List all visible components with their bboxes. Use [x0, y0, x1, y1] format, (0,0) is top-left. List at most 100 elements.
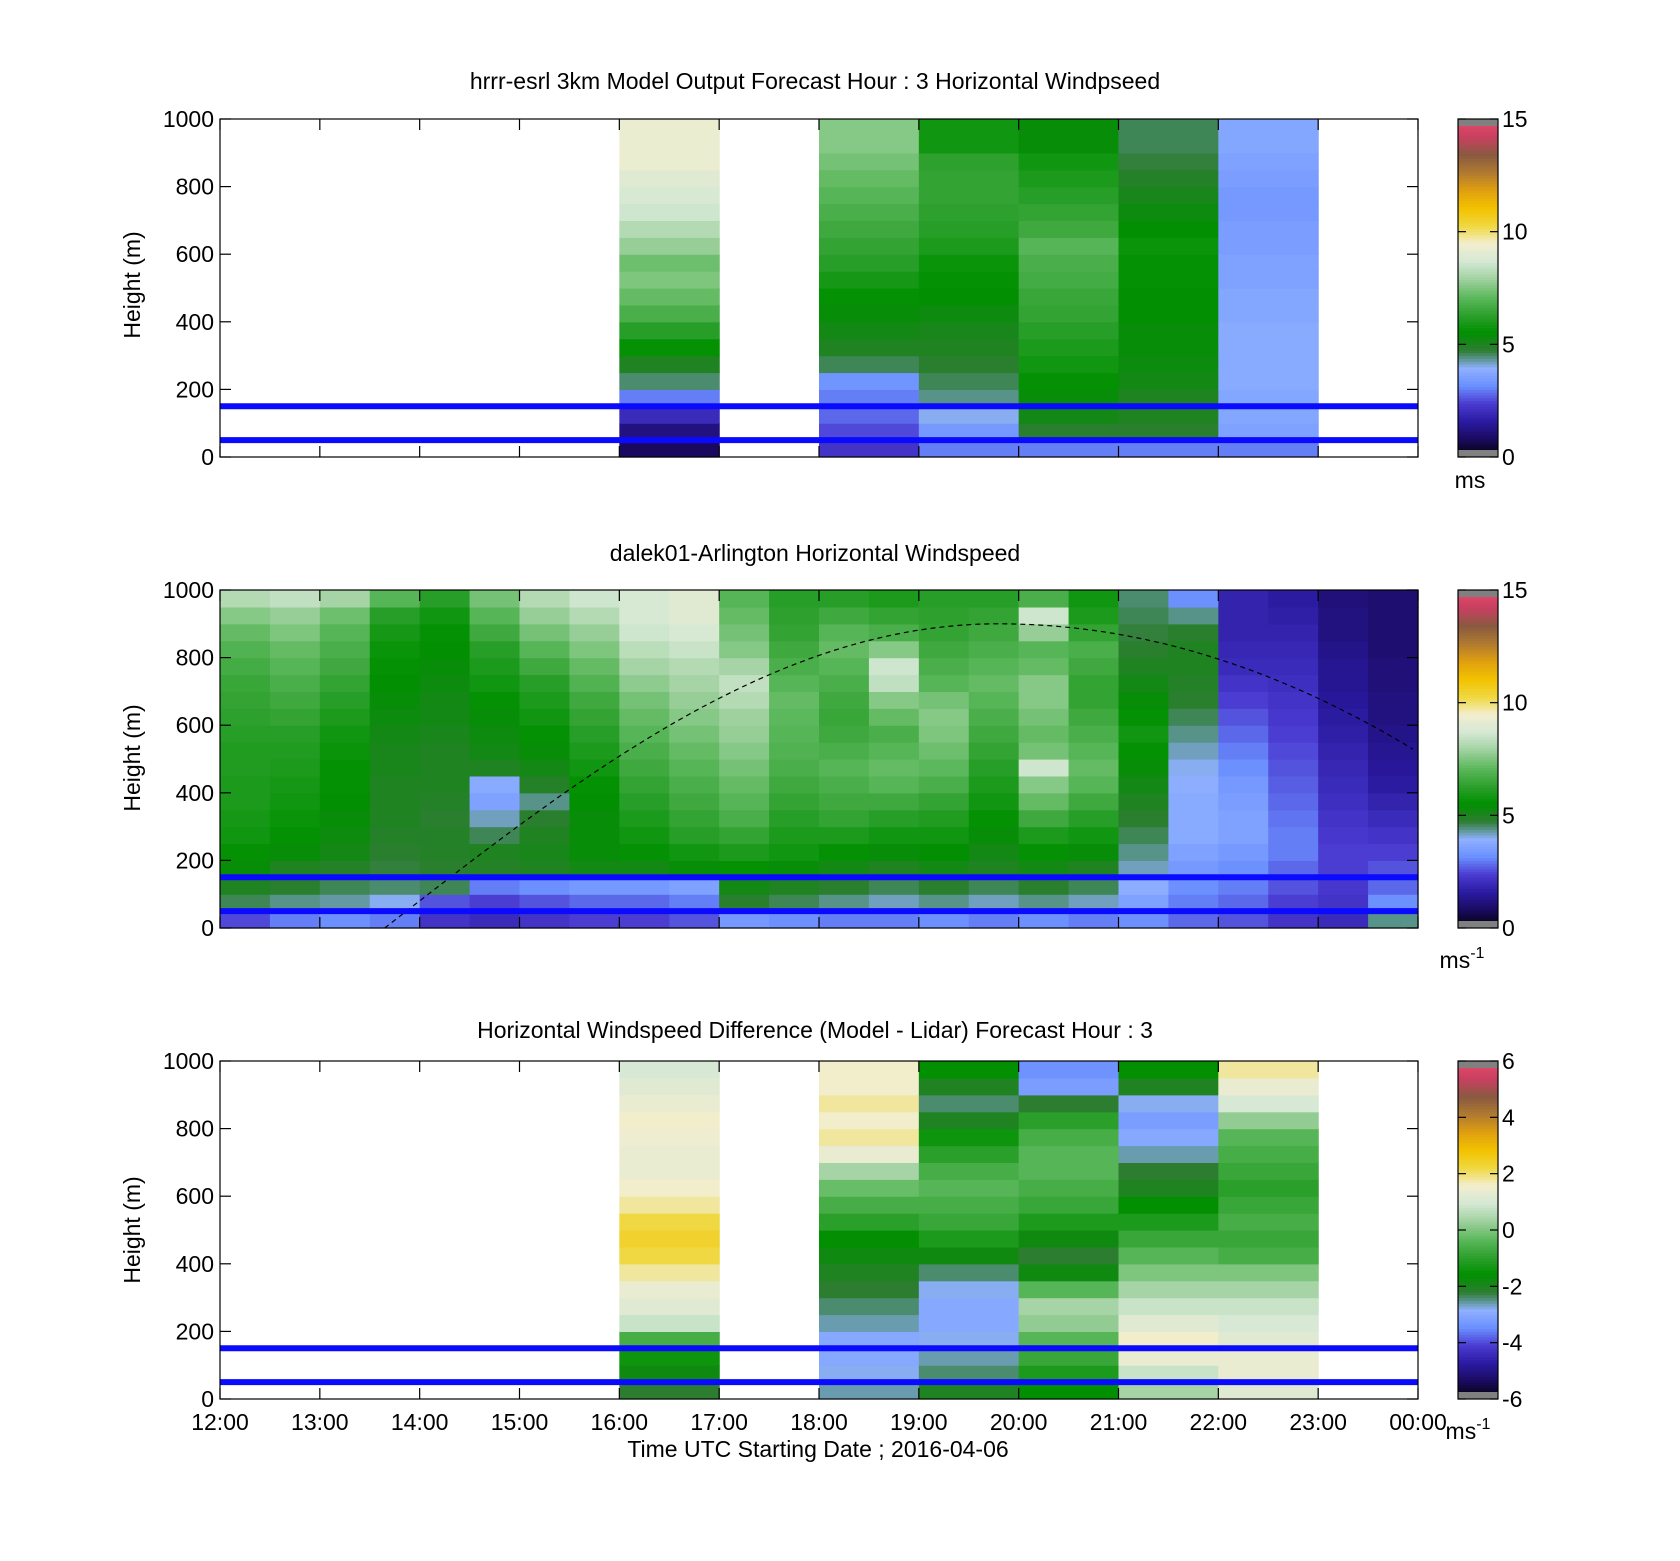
heatmap-cell — [819, 1111, 920, 1130]
heatmap-cell — [918, 1382, 1020, 1400]
colorbar-segment — [1458, 615, 1498, 619]
heatmap-cell — [1118, 220, 1219, 238]
heatmap-cell — [968, 742, 1020, 760]
heatmap-cell — [1218, 1263, 1319, 1282]
colorbar-segment — [1458, 632, 1498, 636]
heatmap-cell — [220, 826, 271, 845]
heatmap-cell — [1368, 877, 1419, 895]
colorbar-segment — [1458, 1286, 1498, 1290]
heatmap-cell — [469, 843, 521, 861]
heatmap-cell — [1218, 304, 1319, 323]
heatmap-cell — [918, 1246, 1020, 1265]
colorbar-segment — [1458, 211, 1498, 216]
heatmap-cell — [1368, 894, 1419, 912]
y-tick-label: 1000 — [163, 106, 214, 132]
heatmap-cell — [1268, 725, 1319, 743]
heatmap-cell — [819, 304, 920, 323]
heatmap-cell — [819, 843, 870, 861]
heatmap-cell — [1268, 759, 1319, 777]
heatmap-cell — [269, 691, 321, 709]
heatmap-cell — [1018, 640, 1070, 659]
colorbar-segment — [1458, 837, 1498, 842]
colorbar-segment — [1458, 894, 1498, 898]
heatmap-cell — [1168, 623, 1219, 642]
colorbar-tick-label: 5 — [1502, 331, 1515, 357]
heatmap-cell — [569, 877, 620, 895]
heatmap-cell — [519, 742, 571, 760]
heatmap-cell — [968, 725, 1020, 743]
heatmap-cell — [619, 1162, 720, 1180]
colorbar-segment — [1458, 237, 1498, 241]
colorbar-segment — [1458, 1069, 1498, 1073]
y-tick-label: 1000 — [163, 577, 214, 603]
colorbar-segment — [1458, 358, 1498, 362]
heatmap-cell — [469, 606, 521, 625]
heatmap-cell — [868, 775, 920, 794]
heatmap-cell — [918, 1094, 1020, 1113]
heatmap-cell — [1118, 135, 1219, 154]
heatmap-cell — [1018, 725, 1070, 743]
heatmap-cell — [918, 321, 1020, 340]
heatmap-cell — [1168, 725, 1219, 743]
heatmap-cell — [1068, 606, 1120, 625]
colorbar-segment — [1458, 882, 1498, 887]
heatmap-cell — [1118, 271, 1219, 289]
heatmap-cell — [319, 657, 371, 676]
heatmap-cell — [1368, 725, 1419, 743]
colorbar-segment — [1458, 313, 1498, 317]
colorbar-segment — [1458, 161, 1498, 165]
heatmap-cell — [1068, 674, 1120, 692]
heatmap-cell — [868, 809, 920, 828]
panel-lidar-title: dalek01-Arlington Horizontal Windspeed — [610, 540, 1020, 566]
heatmap-cell — [819, 1128, 920, 1147]
heatmap-cell — [1268, 877, 1319, 895]
heatmap-cell — [419, 809, 471, 828]
heatmap-cell — [918, 1297, 1020, 1316]
colorbar-segment — [1458, 1145, 1498, 1149]
heatmap-cell — [1118, 1230, 1219, 1248]
y-tick-label: 1000 — [163, 1048, 214, 1074]
colorbar-segment — [1458, 169, 1498, 174]
colorbar-segment — [1458, 144, 1498, 148]
heatmap-cell — [1068, 894, 1120, 912]
heatmap-cell — [1268, 775, 1319, 794]
colorbar-segment — [1458, 1114, 1498, 1118]
heatmap-cell — [1118, 674, 1170, 692]
heatmap-cell — [619, 1331, 720, 1349]
heatmap-cell — [968, 843, 1020, 861]
panel-lidar-reference-lines — [220, 874, 1418, 915]
heatmap-cell — [918, 826, 970, 845]
colorbar-segment — [1458, 228, 1498, 233]
heatmap-cell — [369, 792, 421, 811]
heatmap-cell — [1218, 1331, 1319, 1349]
colorbar-segment — [1458, 719, 1498, 723]
heatmap-cell — [819, 1094, 920, 1113]
heatmap-cell — [1018, 321, 1120, 340]
heatmap-cell — [569, 725, 620, 743]
heatmap-cell — [469, 792, 521, 811]
heatmap-cell — [918, 725, 970, 743]
colorbar-segment — [1458, 321, 1498, 326]
heatmap-cell — [1018, 1280, 1120, 1299]
heatmap-cell — [1018, 271, 1120, 289]
colorbar-segment — [1458, 730, 1498, 735]
colorbar-segment — [1458, 392, 1498, 396]
heatmap-cell — [1018, 203, 1120, 221]
heatmap-cell — [918, 708, 970, 726]
heatmap-cell — [469, 674, 521, 692]
heatmap-cell — [918, 1230, 1020, 1248]
heatmap-cell — [1368, 708, 1419, 726]
heatmap-cell — [619, 674, 670, 692]
heatmap-cell — [1218, 1111, 1319, 1130]
colorbar-segment — [1458, 1297, 1498, 1301]
heatmap-cell — [1268, 860, 1319, 878]
heatmap-cell — [769, 877, 820, 895]
colorbar-segment — [1458, 744, 1498, 749]
colorbar-segment — [1458, 612, 1498, 616]
colorbar-segment — [1458, 874, 1498, 878]
colorbar-segment — [1458, 637, 1498, 642]
heatmap-cell — [1118, 321, 1219, 340]
colorbar-segment — [1458, 1379, 1498, 1383]
heatmap-cell — [918, 1365, 1020, 1383]
heatmap-cell — [1218, 590, 1269, 608]
